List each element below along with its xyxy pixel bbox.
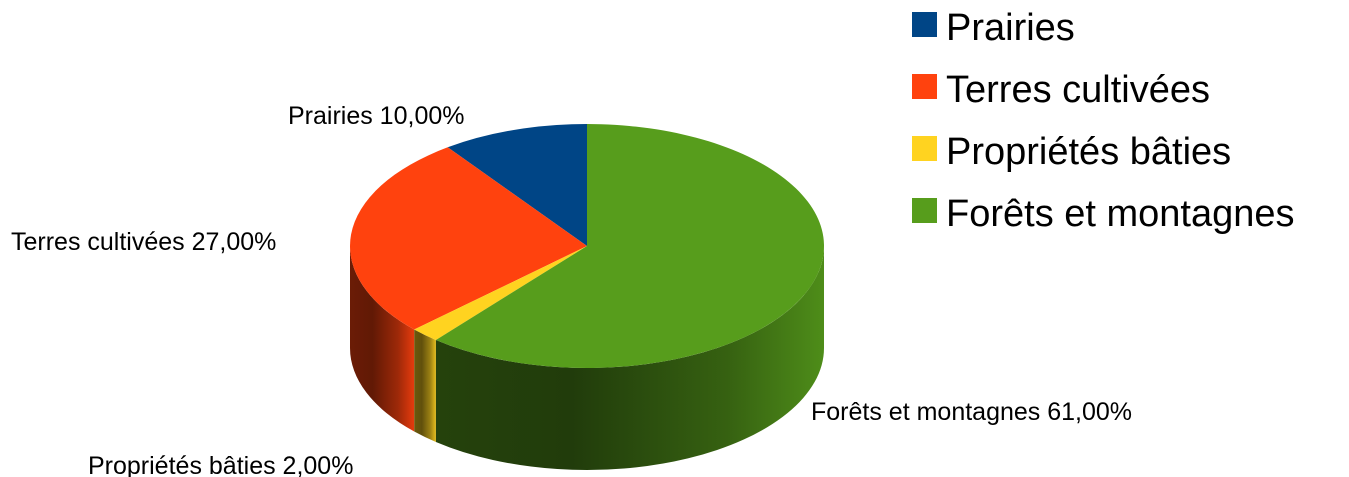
data-labels: Prairies 10,00% Terres cultivées 27,00% …	[11, 102, 1132, 477]
legend-label-forets-et-montagnes: Forêts et montagnes	[946, 193, 1295, 235]
data-label-terres-cultivees: Terres cultivées 27,00%	[11, 228, 276, 256]
legend: Prairies Terres cultivées Propriétés bât…	[912, 7, 1295, 235]
data-label-proprietes-baties: Propriétés bâties 2,00%	[88, 452, 353, 477]
pie-slice-prairies	[447, 124, 587, 246]
data-label-forets-et-montagnes: Forêts et montagnes 61,00%	[811, 398, 1132, 426]
pie-side-terres-cultivees	[350, 246, 415, 432]
pie-sides	[350, 246, 824, 470]
legend-label-proprietes-baties: Propriétés bâties	[946, 131, 1231, 173]
pie-side-proprietes-baties	[414, 329, 436, 443]
pie-slice-terres-cultivees	[349, 147, 587, 330]
legend-swatch-prairies	[912, 12, 937, 37]
legend-swatch-forets-et-montagnes	[912, 198, 937, 223]
data-label-prairies: Prairies 10,00%	[288, 102, 464, 130]
pie-slice-proprietes-baties	[414, 246, 587, 341]
legend-label-prairies: Prairies	[946, 7, 1075, 49]
pie-slices	[349, 124, 824, 368]
pie-side-forets-et-montagnes	[435, 246, 824, 470]
legend-swatch-proprietes-baties	[912, 136, 937, 161]
pie-slice-forets-et-montagnes	[435, 124, 824, 368]
legend-label-terres-cultivees: Terres cultivées	[946, 69, 1210, 111]
legend-swatch-terres-cultivees	[912, 74, 937, 99]
